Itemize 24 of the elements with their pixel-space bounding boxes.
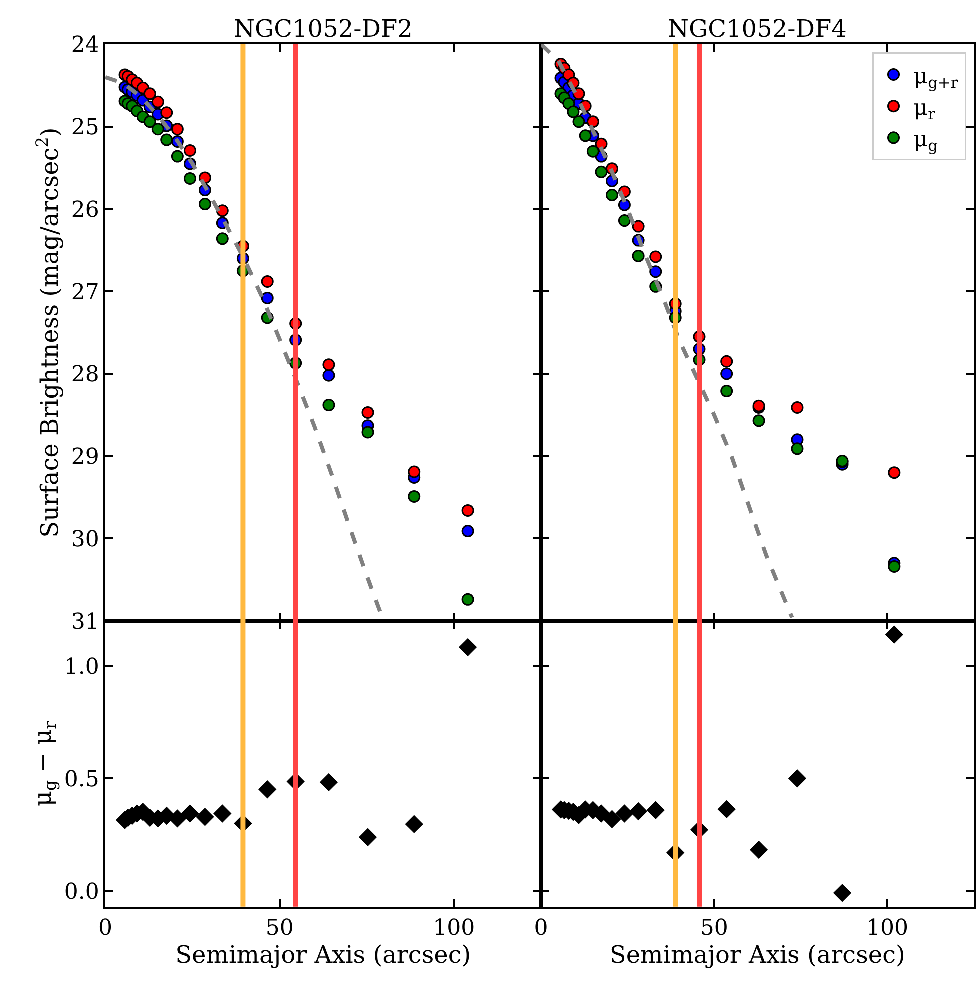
x-tick-label: 0 <box>534 916 548 942</box>
x-tick-label: 100 <box>866 916 909 942</box>
y-tick-label: 31 <box>71 610 100 635</box>
y-tick-label: 24 <box>71 33 100 58</box>
y-tick-label: 27 <box>71 280 100 306</box>
y-tick-label: 0.0 <box>64 880 100 905</box>
x-axis-title: Semimajor Axis (arcsec) <box>610 941 906 970</box>
x-tick-label: 100 <box>433 916 476 942</box>
y-tick-label: 30 <box>71 527 100 552</box>
y-tick-label: 28 <box>71 362 100 388</box>
y-tick-label: 26 <box>71 198 100 223</box>
chart-title: NGC1052-DF2 <box>234 15 413 43</box>
y-tick-label: 1.0 <box>64 654 100 680</box>
legend-label: μ$_{g+r}$ <box>914 64 959 92</box>
x-tick-label: 50 <box>700 916 728 942</box>
x-tick-label: 0 <box>98 916 113 942</box>
x-axis-title: Semimajor Axis (arcsec) <box>176 941 472 970</box>
y-tick-label: 0.5 <box>64 767 100 792</box>
y-tick-label: 25 <box>71 116 100 141</box>
chart-title: NGC1052-DF4 <box>668 15 847 43</box>
y-tick-label: 29 <box>71 445 100 470</box>
x-tick-label: 50 <box>266 916 294 942</box>
legend-label: μ$_{r}$ <box>914 96 936 124</box>
legend-label: μ$_{g}$ <box>914 127 938 156</box>
